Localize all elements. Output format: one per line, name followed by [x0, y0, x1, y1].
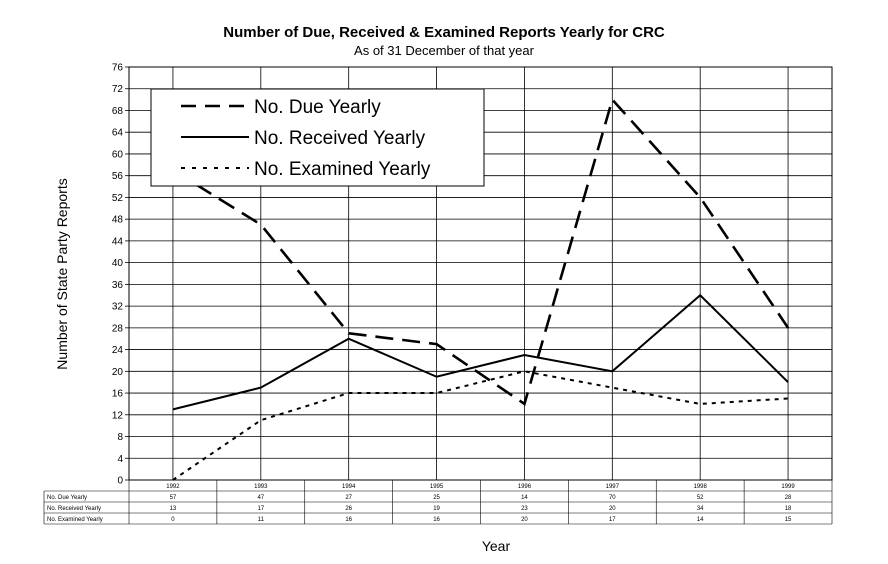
y-tick-label: 76 — [112, 63, 124, 74]
table-cell: 13 — [170, 506, 177, 512]
legend-entry: No. Received Yearly — [254, 128, 426, 149]
table-cell: 27 — [345, 495, 352, 501]
y-tick-label: 16 — [112, 389, 124, 400]
table-cell: 14 — [521, 495, 528, 501]
table-cell: 0 — [171, 517, 175, 523]
series-line — [172, 293, 789, 411]
table-cell: 26 — [345, 506, 352, 512]
x-tick-label: 1995 — [430, 484, 444, 490]
table-cell: 23 — [521, 506, 528, 512]
y-tick-label: 12 — [112, 410, 124, 421]
table-cell: 70 — [609, 495, 616, 501]
table-cell: 19 — [433, 506, 440, 512]
y-tick-label: 72 — [112, 84, 124, 95]
data-table: 1992 1993 1994 1995 1996 1997 1998 1999 No. Due … — [43, 480, 833, 525]
series-lines — [172, 96, 790, 481]
table-cell: 16 — [345, 517, 352, 523]
series-line — [172, 96, 790, 407]
y-tick-label: 52 — [112, 193, 124, 204]
x-tick-label: 1996 — [518, 484, 532, 490]
x-axis-label: Year — [482, 538, 511, 554]
y-tick-label: 56 — [112, 171, 124, 182]
y-tick-label: 4 — [117, 454, 123, 465]
y-tick-label: 60 — [112, 149, 124, 160]
y-axis-label: Number of State Party Reports — [54, 178, 70, 369]
table-cell: 25 — [433, 495, 440, 501]
x-tick-label: 1993 — [254, 484, 268, 490]
table-cell: 17 — [257, 506, 264, 512]
y-tick-label: 48 — [112, 215, 124, 226]
series-line — [172, 370, 789, 481]
y-tick-label: 20 — [112, 367, 124, 378]
table-cell: 18 — [785, 506, 792, 512]
y-tick-label: 0 — [117, 476, 123, 487]
table-row-label: No. Received Yearly — [47, 506, 101, 512]
plot-border — [128, 66, 833, 481]
table-cell: 20 — [609, 506, 616, 512]
y-tick-label: 32 — [112, 302, 124, 313]
table-row-label: No. Due Yearly — [47, 495, 87, 501]
y-tick-label: 64 — [112, 128, 124, 139]
x-tick-label: 1994 — [342, 484, 356, 490]
x-tick-label: 1992 — [166, 484, 180, 490]
table-cell: 17 — [609, 517, 616, 523]
y-tick-label: 24 — [112, 345, 124, 356]
x-tick-label: 1997 — [606, 484, 620, 490]
chart-subtitle: As of 31 December of that year — [354, 43, 534, 58]
y-tick-label: 40 — [112, 258, 124, 269]
table-cell: 34 — [697, 506, 704, 512]
legend-entry: No. Examined Yearly — [254, 159, 431, 180]
y-tick-label: 44 — [112, 236, 124, 247]
chart-title: Number of Due, Received & Examined Repor… — [223, 24, 665, 41]
table-cell: 20 — [521, 517, 528, 523]
table-cell: 16 — [433, 517, 440, 523]
table-cell: 11 — [258, 517, 265, 523]
table-cell: 47 — [257, 495, 264, 501]
table-cell: 15 — [785, 517, 792, 523]
y-tick-label: 68 — [112, 106, 124, 117]
y-tick-label: 8 — [117, 432, 123, 443]
table-cell: 28 — [785, 495, 792, 501]
legend-entry: No. Due Yearly — [254, 97, 381, 118]
table-row-label: No. Examined Yearly — [47, 517, 103, 523]
legend: No. Due Yearly No. Received Yearly No. Exa… — [150, 88, 485, 187]
y-tick-label: 36 — [112, 280, 124, 291]
x-tick-label: 1999 — [781, 484, 795, 490]
x-tick-label: 1998 — [694, 484, 708, 490]
y-tick-label: 28 — [112, 323, 124, 334]
table-cell: 52 — [697, 495, 704, 501]
table-cell: 57 — [170, 495, 177, 501]
table-cell: 14 — [697, 517, 704, 523]
